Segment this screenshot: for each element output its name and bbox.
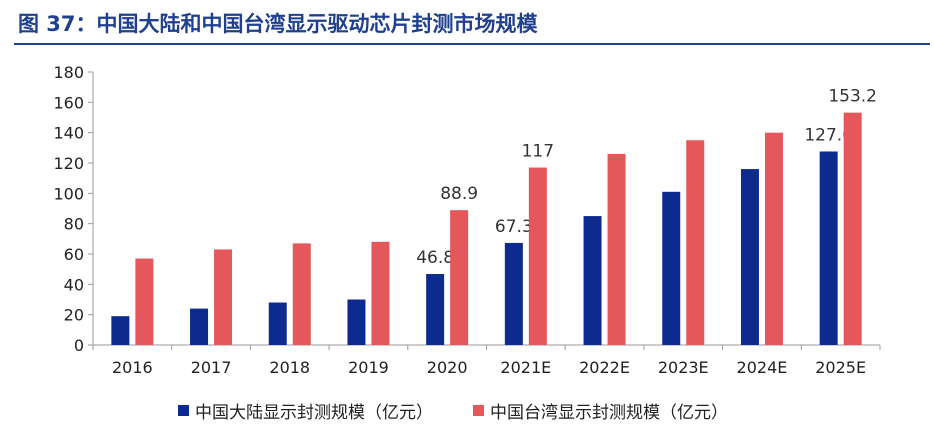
bar-mainland <box>819 151 838 345</box>
legend-item-taiwan: 中国台湾显示封测规模（亿元） <box>473 398 728 423</box>
x-tick-label: 2025E <box>815 358 866 377</box>
y-tick-label: 20 <box>64 306 84 325</box>
bar-mainland <box>740 169 759 345</box>
bar-taiwan <box>371 241 390 345</box>
legend-label-mainland: 中国大陆显示封测规模（亿元） <box>195 403 433 423</box>
x-tick-label: 2019 <box>348 358 389 377</box>
data-label: 153.2 <box>828 87 877 107</box>
bar-mainland <box>190 308 209 345</box>
bar-taiwan <box>450 210 469 345</box>
bar-taiwan <box>135 258 154 345</box>
title-rule <box>14 43 930 45</box>
x-tick-label: 2016 <box>112 358 153 377</box>
bar-taiwan <box>292 243 311 345</box>
bar-taiwan <box>607 153 626 345</box>
data-label: 117 <box>522 142 554 162</box>
y-tick-label: 140 <box>53 124 84 143</box>
data-label: 88.9 <box>440 184 478 204</box>
figure-title: 图 37：中国大陆和中国台湾显示驱动芯片封测市场规模 <box>18 12 538 36</box>
bar-taiwan <box>214 249 233 345</box>
y-tick-label: 180 <box>53 63 84 82</box>
bar-taiwan <box>528 167 547 345</box>
y-tick-label: 40 <box>64 275 84 294</box>
bar-mainland <box>504 242 523 345</box>
bar-taiwan <box>843 112 862 345</box>
y-tick-label: 100 <box>53 184 84 203</box>
bar-mainland <box>268 302 287 345</box>
legend-item-mainland: 中国大陆显示封测规模（亿元） <box>178 398 433 423</box>
x-tick-label: 2024E <box>737 358 788 377</box>
bar-mainland <box>111 316 130 345</box>
x-tick-label: 2022E <box>579 358 630 377</box>
x-tick-label: 2020 <box>427 358 468 377</box>
x-tick-label: 2021E <box>500 358 551 377</box>
bar-mainland <box>347 299 366 345</box>
legend-swatch-taiwan <box>473 405 484 416</box>
x-tick-label: 2018 <box>269 358 310 377</box>
x-tick-label: 2023E <box>658 358 709 377</box>
bar-mainland <box>426 274 445 345</box>
x-tick-label: 2017 <box>191 358 232 377</box>
y-tick-label: 0 <box>74 336 84 355</box>
bar-taiwan <box>764 132 783 345</box>
bar-mainland <box>662 191 681 345</box>
bar-mainland <box>583 216 602 345</box>
legend-label-taiwan: 中国台湾显示封测规模（亿元） <box>490 403 728 423</box>
bar-taiwan <box>686 140 705 345</box>
y-tick-label: 120 <box>53 154 84 173</box>
y-tick-label: 160 <box>53 93 84 112</box>
legend-swatch-mainland <box>178 405 189 416</box>
y-tick-label: 80 <box>64 215 84 234</box>
legend: 中国大陆显示封测规模（亿元） 中国台湾显示封测规模（亿元） <box>178 398 728 423</box>
data-label: 127.6 <box>804 125 853 145</box>
y-tick-label: 60 <box>64 245 84 264</box>
data-label: 67.3 <box>495 217 533 237</box>
data-label: 46.8 <box>416 248 454 268</box>
